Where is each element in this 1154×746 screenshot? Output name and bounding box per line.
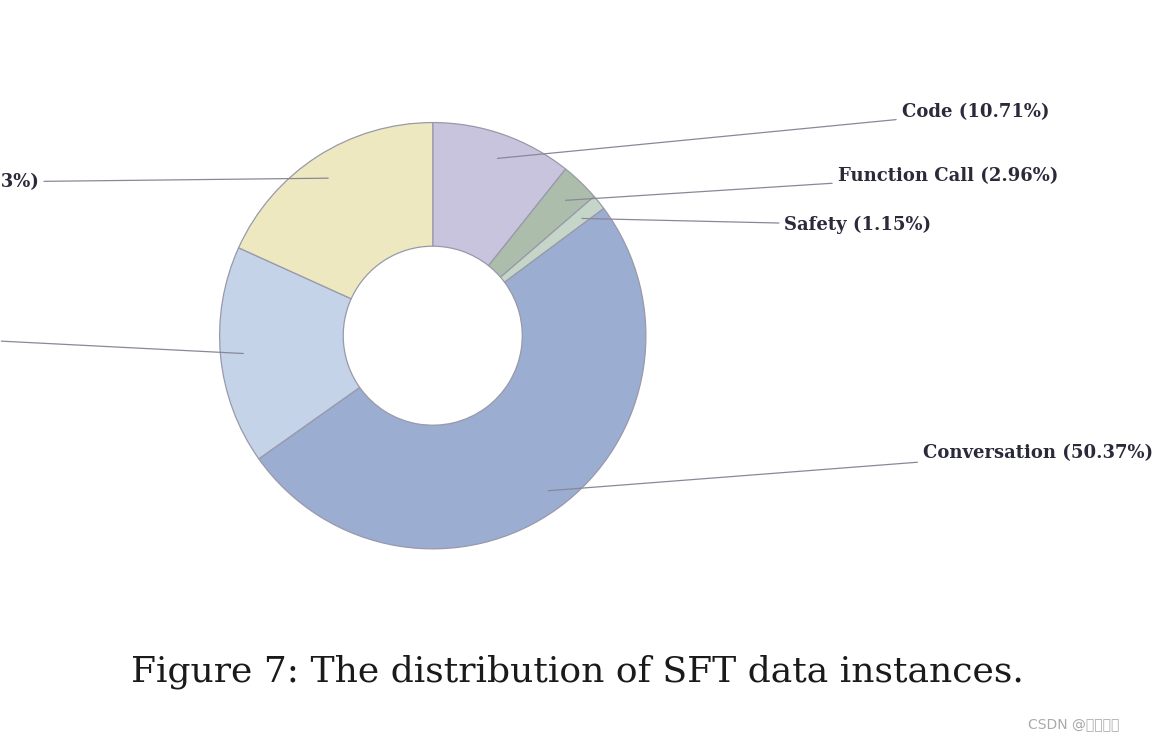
Text: Conversation (50.37%): Conversation (50.37%) [548, 444, 1153, 491]
Wedge shape [258, 208, 646, 549]
Text: Code (10.71%): Code (10.71%) [497, 103, 1049, 158]
Wedge shape [488, 169, 594, 278]
Text: Math (18.23%): Math (18.23%) [0, 173, 328, 191]
Wedge shape [239, 122, 433, 298]
Text: Function Call (2.96%): Function Call (2.96%) [565, 167, 1058, 201]
Text: CSDN @海滩游侠: CSDN @海滩游侠 [1028, 717, 1119, 731]
Text: Figure 7: The distribution of SFT data instances.: Figure 7: The distribution of SFT data i… [130, 654, 1024, 689]
Text: Safety (1.15%): Safety (1.15%) [582, 216, 931, 234]
Wedge shape [501, 196, 604, 282]
Text: NLP Tasks (16.57%): NLP Tasks (16.57%) [0, 327, 243, 354]
Wedge shape [433, 122, 565, 266]
Wedge shape [219, 248, 360, 459]
